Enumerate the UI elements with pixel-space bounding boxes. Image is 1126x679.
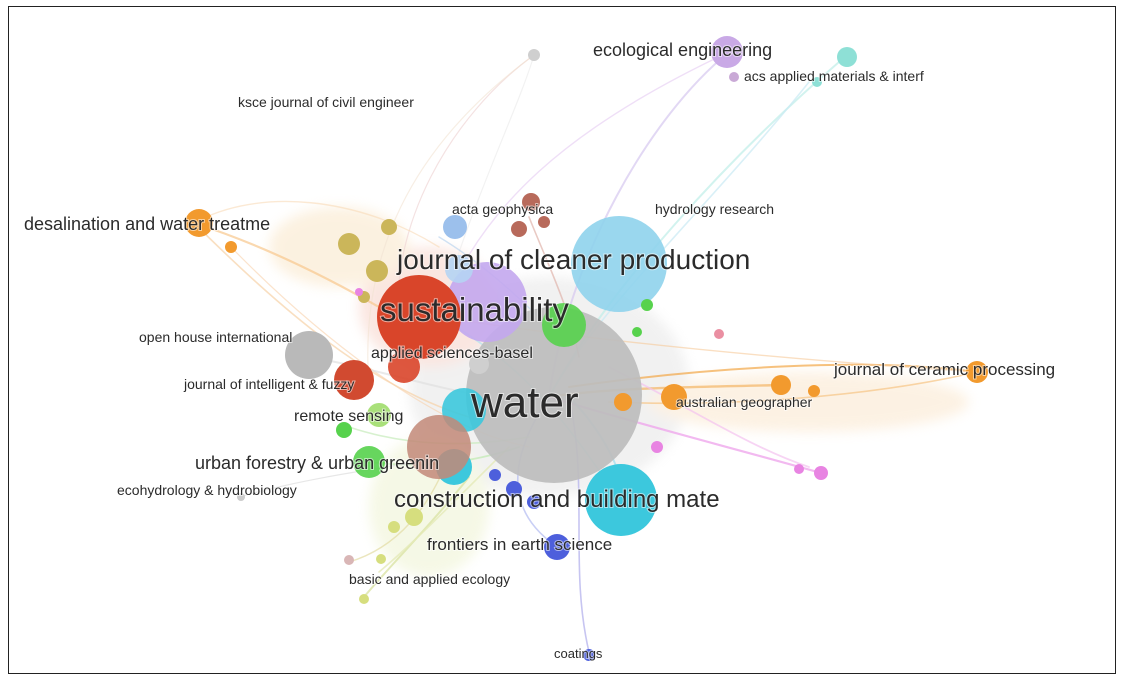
node-pink-3[interactable] [651,441,663,453]
node-green-poly[interactable] [542,303,586,347]
node-orange-mid-2[interactable] [808,385,820,397]
node-grey-top[interactable] [528,49,540,61]
label-journal-of-ceramic-processing: journal of ceramic processing [833,360,1055,379]
node-grey-ecohydro[interactable] [237,493,245,501]
label-open-house-international: open house international [139,329,292,345]
label-sustainability: sustainability [380,291,569,328]
node-blue-light-2[interactable] [445,255,473,283]
node-journal-of-intelligent-fuzzy[interactable] [334,360,374,400]
node-yellowgreen-4[interactable] [376,554,386,564]
label-desalination: desalination and water treatme [24,214,270,234]
network-nodes [185,36,988,661]
label-ecohydrology: ecohydrology & hydrobiology [117,482,297,498]
label-construction-and-building: construction and building mate [394,486,720,513]
node-yellowgreen-1[interactable] [405,508,423,526]
node-brown-big[interactable] [407,415,471,479]
node-yellowgreen-3[interactable] [359,594,369,604]
node-sustainability[interactable] [377,275,461,359]
node-australian-geographer[interactable] [661,384,687,410]
node-red-small[interactable] [388,351,420,383]
label-acs-applied: acs applied materials & interf [744,68,924,84]
label-hydrology-research: hydrology research [655,201,774,217]
node-construction-and-building[interactable] [585,464,657,536]
node-open-house-international[interactable] [285,331,333,379]
node-pink-2[interactable] [794,464,804,474]
node-yellowgreen-2[interactable] [388,521,400,533]
node-ceramic-processing[interactable] [966,361,988,383]
node-olive-1[interactable] [338,233,360,255]
label-coatings: coatings [554,646,603,661]
network-map-frame: water sustainability journal of cleaner … [8,6,1116,674]
node-frontiers-in-earth-science[interactable] [544,534,570,560]
label-applied-sciences-basel: applied sciences-basel [371,345,533,362]
label-ksce: ksce journal of civil engineer [238,94,414,110]
label-basic-and-applied-ecology: basic and applied ecology [349,571,510,587]
node-acta-geophysica[interactable] [522,193,540,211]
node-pink-4[interactable] [714,329,724,339]
label-urban-forestry: urban forestry & urban greenin [195,453,439,473]
node-remote-sensing[interactable] [367,403,391,427]
journal-network-map: water sustainability journal of cleaner … [23,36,1056,662]
label-australian-geographer: australian geographer [676,394,813,410]
node-water[interactable] [466,307,642,483]
node-orange-3[interactable] [614,393,632,411]
node-desalination[interactable] [185,209,213,237]
edge [193,200,440,248]
node-green-small[interactable] [336,422,352,438]
node-blue-4[interactable] [489,469,501,481]
node-olive-2[interactable] [366,260,388,282]
node-olive-3[interactable] [381,219,397,235]
node-orange-mid[interactable] [771,375,791,395]
node-orange-small[interactable] [225,241,237,253]
node-brown-3[interactable] [538,216,550,228]
label-water: water [470,378,579,427]
node-purple-cluster[interactable] [447,262,527,342]
node-brown-2[interactable] [511,221,527,237]
node-mauve-small[interactable] [729,72,739,82]
node-blue-2[interactable] [506,481,522,497]
node-ecological-engineering[interactable] [711,36,743,68]
label-journal-of-cleaner-production: journal of cleaner production [396,244,750,275]
label-ecological-engineering: ecological engineering [593,40,772,60]
edge [608,371,978,405]
node-urban-forestry[interactable] [353,446,385,478]
label-frontiers-in-earth-science: frontiers in earth science [427,535,612,554]
label-journal-of-intelligent-fuzzy: journal of intelligent & fuzzy [183,376,354,392]
label-remote-sensing: remote sensing [294,408,403,425]
node-journal-of-cleaner-production[interactable] [571,216,667,312]
node-green-small-3[interactable] [632,327,642,337]
node-coatings[interactable] [583,649,595,661]
edge [378,446,510,573]
node-blue-light[interactable] [443,215,467,239]
node-mauve-2[interactable] [344,555,354,565]
node-pink-1[interactable] [814,466,828,480]
label-acta-geophysica: acta geophysica [452,201,553,217]
node-labels: water sustainability journal of cleaner … [23,39,1056,662]
node-teal-small[interactable] [812,77,822,87]
edge [367,54,535,388]
node-pink-5[interactable] [355,288,363,296]
node-grey-2[interactable] [469,354,489,374]
node-green-small-2[interactable] [641,299,653,311]
node-blue-3[interactable] [527,495,541,509]
node-acs-applied[interactable] [837,47,857,67]
